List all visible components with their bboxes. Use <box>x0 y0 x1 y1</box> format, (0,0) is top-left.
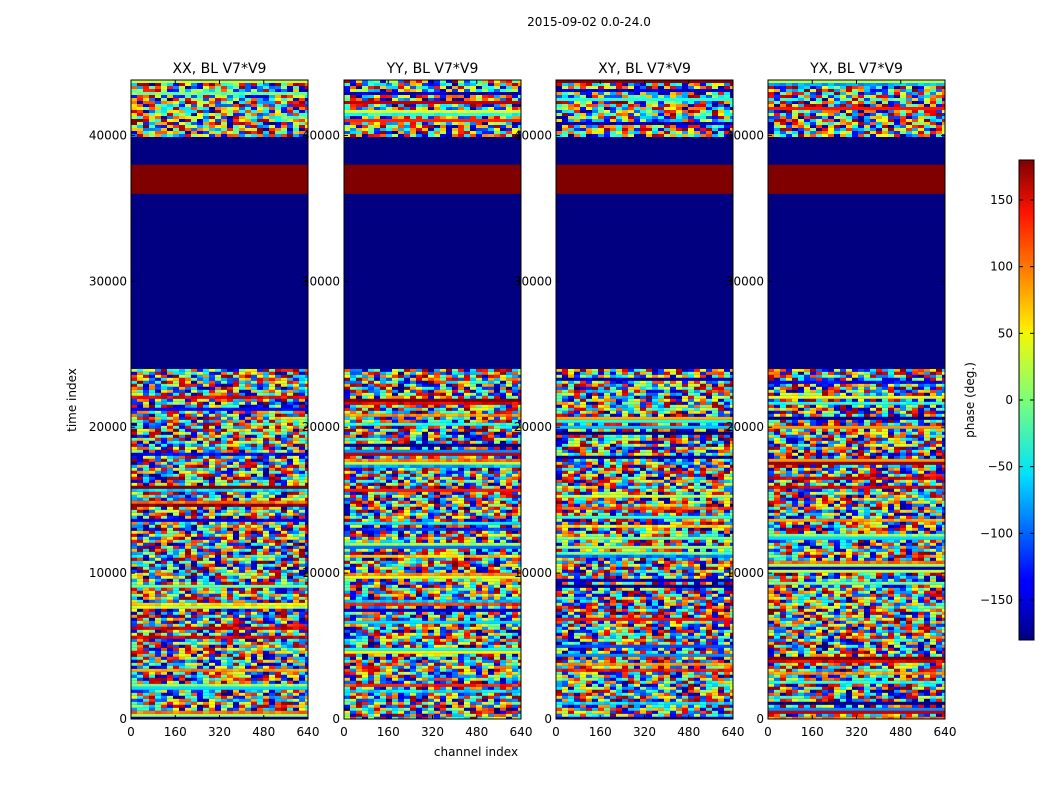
x-tick-label: 0 <box>127 725 135 739</box>
x-tick-label: 0 <box>552 725 560 739</box>
y-tick-label: 0 <box>756 712 764 726</box>
panel-4: YX, BL V7*V9 0 160 320 480 640 0 10000 20000 3000… <box>726 61 957 739</box>
constant-phase-band <box>344 164 521 194</box>
constant-phase-band <box>344 135 521 165</box>
panel-title: XX, BL V7*V9 <box>173 61 267 77</box>
x-tick-label: 320 <box>208 725 231 739</box>
colorbar-tick-label: 0 <box>1005 393 1013 407</box>
colorbar-tick-label: −50 <box>988 460 1013 474</box>
y-tick-label: 40000 <box>89 128 127 142</box>
y-tick-label: 10000 <box>726 566 764 580</box>
x-tick-label: 320 <box>633 725 656 739</box>
x-axis-label: channel index <box>434 745 518 759</box>
figure-suptitle: 2015-09-02 0.0-24.0 <box>527 15 651 29</box>
constant-phase-band <box>556 164 733 194</box>
y-axis-label: time index <box>65 368 79 432</box>
y-tick-label: 30000 <box>302 274 340 288</box>
colorbar-tick-label: 100 <box>990 260 1013 274</box>
heatmap-image <box>344 80 521 719</box>
colorbar-tick-label: 50 <box>998 326 1013 340</box>
x-tick-label: 480 <box>677 725 700 739</box>
y-tick-label: 40000 <box>726 128 764 142</box>
panel-title: XY, BL V7*V9 <box>598 61 691 77</box>
colorbar: phase (deg.) −150 −100 −50 0 50 100 150 <box>963 159 1035 641</box>
constant-phase-band <box>556 135 733 165</box>
panels-group: XX, BL V7*V9 0 160 320 480 640 0 10000 20000 3000… <box>89 61 957 739</box>
x-tick-label: 320 <box>421 725 444 739</box>
x-tick-label: 640 <box>722 725 745 739</box>
y-tick-label: 0 <box>119 712 127 726</box>
colorbar-tick-label: −150 <box>980 593 1013 607</box>
x-tick-label: 640 <box>297 725 320 739</box>
panel-title: YX, BL V7*V9 <box>809 61 903 77</box>
constant-phase-band <box>131 164 308 194</box>
panel-2: YY, BL V7*V9 0 160 320 480 640 0 10000 20000 3000… <box>302 61 533 739</box>
heatmap-image <box>556 80 733 719</box>
constant-phase-band <box>344 193 521 369</box>
y-tick-label: 0 <box>332 712 340 726</box>
constant-phase-band <box>131 193 308 369</box>
x-tick-label: 160 <box>589 725 612 739</box>
colorbar-tick-label: −100 <box>980 526 1013 540</box>
colorbar-tick-label: 150 <box>990 193 1013 207</box>
y-tick-label: 0 <box>544 712 552 726</box>
y-tick-label: 30000 <box>89 274 127 288</box>
x-tick-label: 160 <box>801 725 824 739</box>
heatmap-image <box>768 80 945 719</box>
heatmap-image <box>131 80 308 719</box>
x-tick-label: 0 <box>340 725 348 739</box>
constant-phase-band <box>768 164 945 194</box>
y-tick-label: 40000 <box>302 128 340 142</box>
constant-phase-band <box>768 193 945 369</box>
y-tick-label: 20000 <box>726 420 764 434</box>
x-tick-label: 640 <box>510 725 533 739</box>
x-tick-label: 480 <box>889 725 912 739</box>
x-tick-label: 160 <box>164 725 187 739</box>
y-tick-label: 10000 <box>302 566 340 580</box>
constant-phase-band <box>768 135 945 165</box>
panel-1: XX, BL V7*V9 0 160 320 480 640 0 10000 20000 3000… <box>89 61 320 739</box>
x-tick-label: 480 <box>252 725 275 739</box>
y-tick-label: 20000 <box>302 420 340 434</box>
y-tick-label: 40000 <box>514 128 552 142</box>
x-tick-label: 160 <box>377 725 400 739</box>
y-tick-label: 10000 <box>514 566 552 580</box>
constant-phase-band <box>131 135 308 165</box>
x-tick-label: 0 <box>764 725 772 739</box>
y-tick-label: 20000 <box>89 420 127 434</box>
x-tick-label: 320 <box>845 725 868 739</box>
y-tick-label: 10000 <box>89 566 127 580</box>
colorbar-label: phase (deg.) <box>963 362 977 438</box>
y-tick-label: 20000 <box>514 420 552 434</box>
panel-title: YY, BL V7*V9 <box>386 61 479 77</box>
y-tick-label: 30000 <box>514 274 552 288</box>
x-tick-label: 640 <box>934 725 957 739</box>
y-tick-label: 30000 <box>726 274 764 288</box>
x-tick-label: 480 <box>465 725 488 739</box>
constant-phase-band <box>556 193 733 369</box>
panel-3: XY, BL V7*V9 0 160 320 480 640 0 10000 20000 3000… <box>514 61 745 739</box>
